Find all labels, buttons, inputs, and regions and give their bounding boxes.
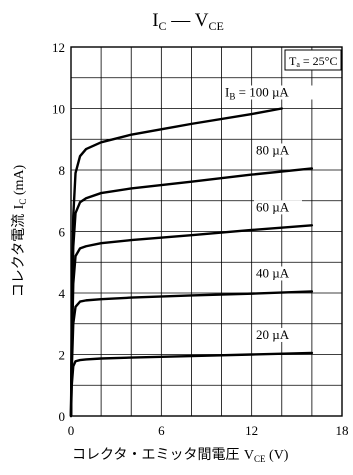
series-label-bg (254, 266, 302, 281)
series-label-bg (254, 327, 302, 342)
y-tick-labels: 0 2 4 6 8 10 12 (52, 40, 66, 424)
series-labels: 20 µA 40 µA 60 µA 80 µA IB = 100 µA (223, 85, 313, 342)
x-tick-label: 0 (68, 423, 75, 438)
series-label-bg (254, 200, 302, 215)
y-tick-label: 12 (52, 40, 65, 55)
series-label-bg (254, 143, 302, 158)
series-label: 80 µA (256, 142, 290, 157)
y-tick-label: 0 (59, 409, 66, 424)
series-label: 60 µA (256, 199, 290, 214)
plot-frame (70, 46, 343, 417)
series-layer (69, 107, 314, 418)
series-label: 20 µA (256, 327, 290, 342)
y-tick-label: 4 (59, 286, 66, 301)
series-label-bg (223, 85, 313, 100)
y-tick-label: 10 (52, 102, 65, 117)
grid (71, 47, 342, 416)
x-tick-label: 18 (336, 423, 349, 438)
x-tick-label: 12 (245, 423, 258, 438)
ambient-temp-box: Ta = 25°C (284, 49, 342, 71)
y-tick-label: 6 (59, 225, 66, 240)
series-label: IB = 100 µA (225, 85, 289, 102)
ambient-temp-label: Ta = 25°C (289, 54, 337, 69)
y-tick-label: 2 (59, 348, 66, 363)
x-tick-labels: 0 6 12 18 (68, 423, 349, 438)
x-axis-label: コレクタ・エミッタ間電圧 VCE (V) (72, 447, 289, 464)
y-tick-label: 8 (59, 163, 66, 178)
chart-title: IC — VCE (152, 10, 224, 33)
x-tick-label: 6 (158, 423, 165, 438)
series-label: 40 µA (256, 265, 290, 280)
y-axis-label: コレクタ電流 IC (mA) (11, 164, 28, 297)
series-line (69, 107, 283, 418)
